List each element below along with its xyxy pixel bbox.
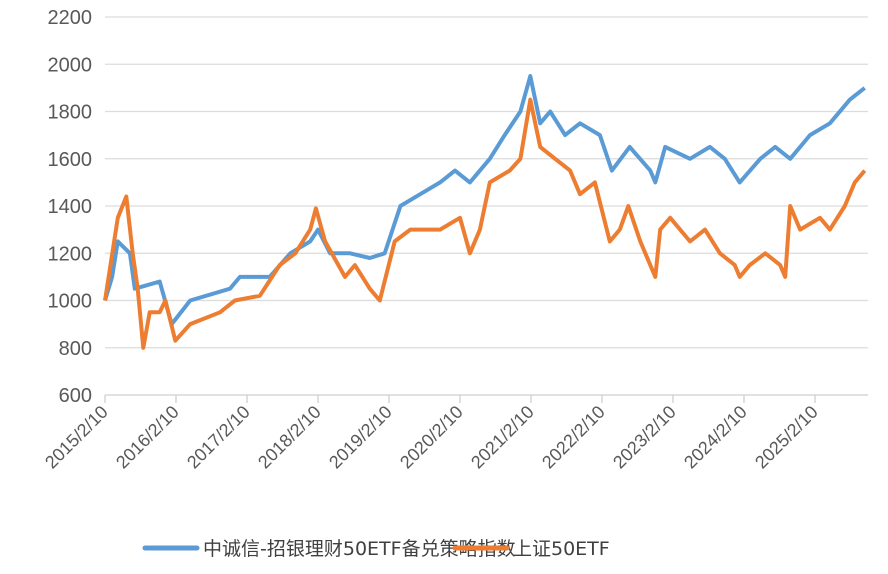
x-tick-label: 2020/2/10 — [396, 402, 467, 473]
x-tick-label: 2025/2/10 — [751, 402, 822, 473]
x-tick-label: 2016/2/10 — [112, 402, 183, 473]
x-tick-label: 2018/2/10 — [254, 402, 325, 473]
y-tick-label: 800 — [59, 338, 92, 360]
x-axis: 2015/2/10 2016/2/10 2017/2/10 2018/2/10 2019… — [41, 395, 822, 472]
y-tick-label: 2200 — [48, 7, 93, 29]
y-tick-label: 2000 — [48, 54, 93, 76]
legend-label: 上证50ETF — [513, 538, 610, 560]
y-tick-label: 1400 — [48, 196, 93, 218]
x-tick-label: 2015/2/10 — [41, 402, 112, 473]
x-tick-label: 2017/2/10 — [183, 402, 254, 473]
y-tick-label: 1600 — [48, 149, 93, 171]
x-tick-label: 2024/2/10 — [680, 402, 751, 473]
y-tick-label: 1800 — [48, 102, 93, 124]
x-tick-label: 2019/2/10 — [325, 402, 396, 473]
y-tick-label: 1000 — [48, 291, 93, 313]
y-axis-labels: 600 800 1000 1200 1400 1600 1800 2000 2200 — [48, 7, 93, 407]
legend-label: 中诚信-招银理财50ETF备兑策略指数 — [203, 538, 516, 560]
y-tick-label: 600 — [59, 385, 92, 407]
series-line-0 — [103, 74, 866, 327]
series-lines — [103, 74, 867, 350]
y-tick-label: 1200 — [48, 243, 93, 265]
x-tick-label: 2022/2/10 — [538, 402, 609, 473]
series-line-1 — [103, 97, 867, 350]
x-tick-label: 2021/2/10 — [467, 402, 538, 473]
x-tick-label: 2023/2/10 — [609, 402, 680, 473]
